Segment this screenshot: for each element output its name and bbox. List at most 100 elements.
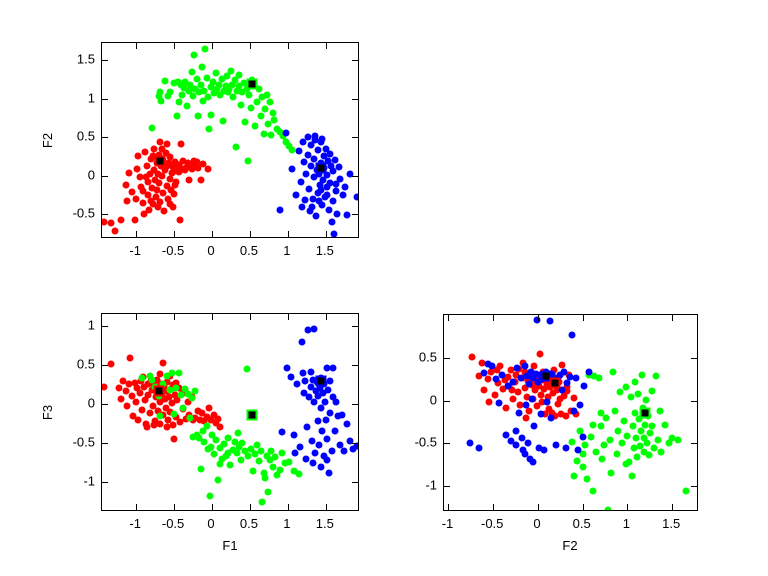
data-point-cluster-red	[168, 169, 176, 177]
data-point-cluster-blue	[353, 442, 358, 450]
y-tick	[102, 443, 108, 445]
data-point-cluster-red	[128, 392, 136, 400]
data-point-cluster-green	[163, 372, 170, 380]
data-point-cluster-blue	[529, 374, 537, 382]
data-point-cluster-blue	[332, 180, 340, 188]
plot-area-f3-vs-f2	[444, 315, 697, 510]
data-point-cluster-blue	[298, 203, 306, 211]
data-point-cluster-red	[133, 165, 141, 173]
data-point-cluster-green	[207, 443, 214, 451]
data-point-cluster-red	[533, 402, 541, 410]
data-point-cluster-blue	[319, 389, 327, 397]
data-point-cluster-red	[485, 398, 493, 405]
data-point-cluster-green	[665, 439, 673, 447]
data-point-cluster-red	[199, 160, 207, 168]
data-point-cluster-red	[115, 384, 123, 392]
data-point-cluster-blue	[316, 384, 324, 392]
x-tick-label: 0.5	[239, 516, 259, 531]
data-point-cluster-red	[128, 188, 136, 196]
data-point-cluster-blue	[522, 401, 530, 409]
data-point-cluster-red	[154, 170, 162, 178]
data-point-cluster-blue	[297, 178, 305, 186]
data-point-cluster-blue	[521, 362, 529, 370]
data-point-cluster-blue	[346, 437, 354, 445]
data-point-cluster-green	[194, 112, 202, 120]
data-point-cluster-green	[627, 393, 635, 401]
data-point-cluster-blue	[322, 416, 330, 424]
data-point-cluster-red	[553, 386, 561, 394]
x-tick	[325, 231, 327, 237]
data-point-cluster-red	[484, 375, 492, 383]
data-point-cluster-green	[266, 98, 274, 106]
data-point-cluster-red	[131, 216, 139, 224]
data-point-cluster-green	[629, 422, 637, 430]
data-point-cluster-blue	[323, 171, 331, 179]
data-point-cluster-red	[514, 388, 522, 396]
data-point-cluster-green	[212, 69, 220, 77]
data-point-cluster-green	[189, 92, 197, 100]
data-point-cluster-green	[148, 124, 156, 132]
y-tick-right	[352, 443, 358, 445]
data-point-cluster-blue	[319, 176, 327, 184]
data-point-cluster-red	[169, 163, 177, 171]
data-point-cluster-red	[170, 435, 178, 443]
data-point-cluster-red	[143, 423, 151, 431]
data-point-cluster-green	[609, 368, 617, 376]
data-point-cluster-green	[207, 111, 215, 119]
data-point-cluster-green	[273, 471, 281, 479]
scatter-plot-f3-vs-f2[interactable]	[443, 314, 698, 511]
data-point-cluster-green	[177, 391, 185, 399]
data-point-cluster-green	[146, 372, 154, 380]
data-point-cluster-green	[197, 81, 205, 89]
data-point-cluster-green	[183, 102, 191, 110]
y-tick-label: 1	[87, 90, 95, 106]
data-point-cluster-red	[545, 405, 553, 413]
data-point-cluster-red	[572, 410, 580, 418]
data-point-cluster-green	[188, 68, 196, 76]
data-point-cluster-blue	[323, 435, 331, 443]
y-tick-right	[352, 59, 358, 61]
y-tick-right	[352, 137, 358, 139]
data-point-cluster-blue	[308, 437, 316, 445]
data-point-cluster-blue	[312, 212, 320, 220]
data-point-cluster-red	[149, 152, 157, 160]
data-point-cluster-blue	[327, 162, 335, 170]
data-point-cluster-green	[244, 157, 252, 165]
data-point-cluster-blue	[304, 133, 312, 141]
x-tick	[174, 231, 176, 237]
scatter-plot-f3-vs-f1[interactable]	[101, 313, 359, 511]
data-point-cluster-blue	[484, 360, 492, 368]
data-point-cluster-red	[171, 158, 179, 166]
data-point-cluster-blue	[317, 404, 325, 412]
x-tick-top	[212, 314, 214, 320]
data-point-cluster-red	[136, 173, 144, 181]
data-point-cluster-blue	[300, 389, 308, 397]
data-point-cluster-green	[643, 439, 651, 447]
data-point-cluster-red	[198, 409, 206, 417]
data-point-cluster-green	[251, 122, 259, 130]
data-point-cluster-green	[156, 412, 164, 420]
data-point-cluster-blue	[307, 383, 315, 391]
x-tick-top	[537, 315, 539, 321]
scatter-plot-f2-vs-f1[interactable]	[101, 42, 359, 238]
data-point-cluster-red	[544, 393, 552, 401]
data-point-cluster-red	[148, 184, 156, 192]
data-point-cluster-green	[218, 455, 226, 463]
data-point-cluster-blue	[515, 409, 523, 417]
x-tick-top	[448, 315, 450, 321]
data-point-cluster-blue	[329, 167, 337, 175]
data-point-cluster-blue	[317, 186, 325, 194]
data-point-cluster-green	[251, 450, 259, 458]
data-point-cluster-green	[257, 447, 265, 455]
data-point-cluster-red	[163, 162, 170, 170]
data-point-cluster-red	[557, 410, 565, 418]
data-point-cluster-green	[682, 487, 690, 495]
y-tick-right	[691, 443, 697, 445]
data-point-cluster-red	[501, 376, 509, 384]
y-tick	[102, 137, 108, 139]
data-point-cluster-blue	[307, 368, 315, 376]
data-point-cluster-red	[179, 157, 187, 165]
data-point-cluster-red	[175, 168, 183, 176]
data-point-cluster-red	[163, 378, 171, 386]
data-point-cluster-green	[170, 79, 178, 87]
